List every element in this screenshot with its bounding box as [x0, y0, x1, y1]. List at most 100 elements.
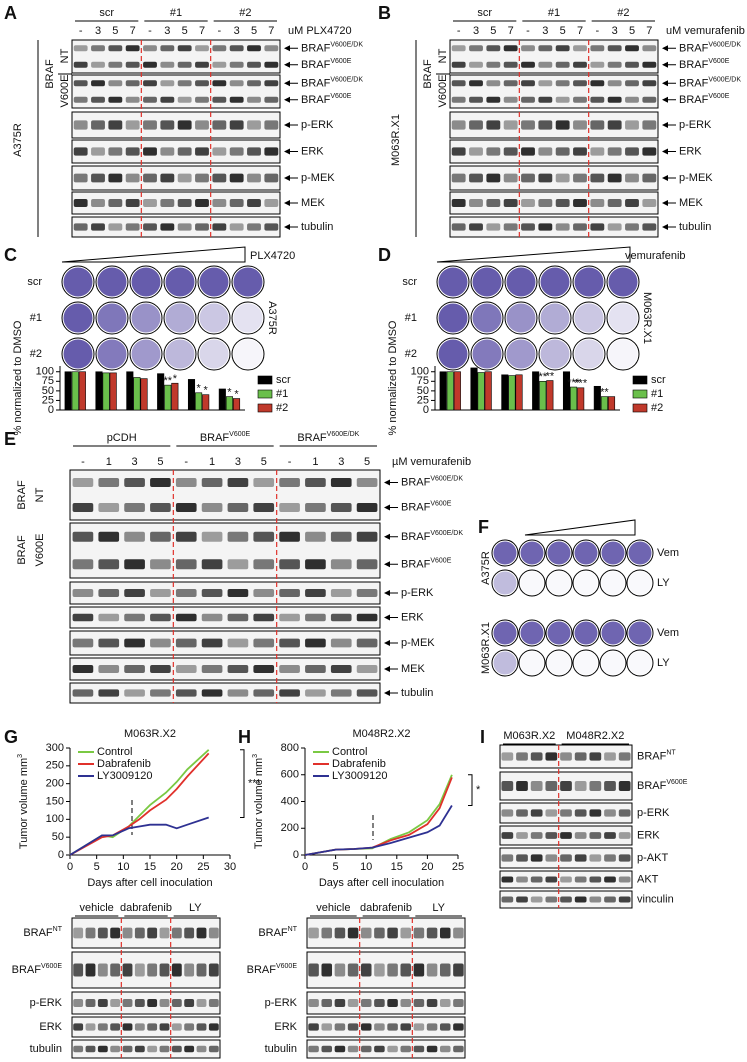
band [356, 613, 378, 622]
arrow-head [284, 122, 290, 128]
band [72, 559, 94, 570]
legend-swatch [257, 403, 273, 413]
well [518, 649, 546, 677]
band [413, 1023, 425, 1031]
label: - [288, 456, 292, 468]
band [625, 61, 639, 68]
bar [64, 371, 72, 411]
band [110, 999, 121, 1007]
band [530, 809, 543, 817]
band [589, 809, 602, 817]
colonies [540, 303, 570, 333]
band [171, 999, 182, 1007]
arrow-head [284, 61, 290, 68]
band [196, 999, 207, 1007]
y-tick-label: 250 [46, 760, 64, 772]
band [143, 147, 157, 156]
label: ERK [637, 829, 660, 841]
band [538, 173, 553, 183]
label-sup: V600E/DK [708, 77, 741, 84]
band [143, 120, 157, 130]
band [439, 927, 451, 939]
band [538, 45, 553, 52]
band [175, 638, 197, 648]
well [626, 569, 654, 597]
band [85, 1045, 96, 1053]
band [589, 780, 602, 792]
arrow-head [284, 148, 290, 155]
band [590, 96, 605, 103]
band [521, 199, 535, 207]
band [195, 223, 209, 231]
label: BRAFV600E [637, 779, 688, 792]
band [521, 147, 535, 156]
band [516, 854, 528, 862]
bar [195, 392, 203, 411]
label: #1 [405, 312, 417, 324]
band [330, 665, 352, 673]
band [560, 809, 572, 817]
band [360, 1045, 372, 1053]
significance: ** [600, 387, 609, 399]
arrow-head [284, 175, 290, 181]
bar [171, 382, 179, 411]
y-tick-label: 300 [46, 742, 64, 754]
band [618, 809, 631, 817]
band [530, 752, 543, 761]
band [195, 199, 209, 207]
band [124, 638, 145, 648]
band [521, 45, 535, 52]
band [503, 45, 518, 52]
band [85, 963, 96, 977]
label: 5 [261, 456, 267, 468]
band [279, 531, 300, 542]
bar [109, 372, 117, 411]
label: pCDH [107, 432, 137, 444]
y-tick-label: 0 [48, 404, 54, 416]
band [305, 478, 326, 487]
label-base: BRAF [637, 750, 667, 762]
legend-label: Control [332, 746, 367, 758]
label: BRAFV600E [247, 963, 298, 976]
label: LY [657, 577, 670, 589]
colonies [520, 621, 544, 645]
band [451, 173, 466, 183]
band [73, 61, 88, 68]
colonies [628, 621, 652, 645]
significance: * [204, 385, 209, 397]
band [330, 689, 352, 697]
significance: *** [248, 778, 262, 790]
label: BRAFV600E [401, 558, 452, 571]
band [150, 531, 171, 542]
band [159, 1023, 170, 1031]
band [501, 780, 514, 792]
band [171, 1023, 182, 1031]
label: NT [34, 487, 46, 502]
band [196, 1045, 207, 1053]
band [469, 80, 483, 87]
band [98, 559, 120, 570]
band [195, 120, 209, 130]
label: scr [477, 7, 492, 19]
label: BRAF [16, 535, 28, 565]
label: 1 [209, 456, 215, 468]
band [91, 120, 105, 130]
label: tubulin [30, 1043, 62, 1055]
band [374, 1023, 385, 1031]
colonies [574, 621, 598, 645]
label: 1 [312, 456, 318, 468]
band [607, 147, 622, 156]
band [451, 199, 466, 207]
band [503, 80, 518, 87]
band [227, 589, 249, 597]
band [356, 531, 378, 542]
label-sup: V600E [708, 93, 729, 100]
panel-letter: E [4, 429, 16, 449]
band [125, 96, 140, 103]
band [604, 896, 616, 903]
band [147, 963, 158, 977]
label: 7 [268, 25, 274, 37]
colonies [608, 267, 638, 297]
band [574, 780, 587, 792]
significance-bracket [468, 774, 473, 807]
